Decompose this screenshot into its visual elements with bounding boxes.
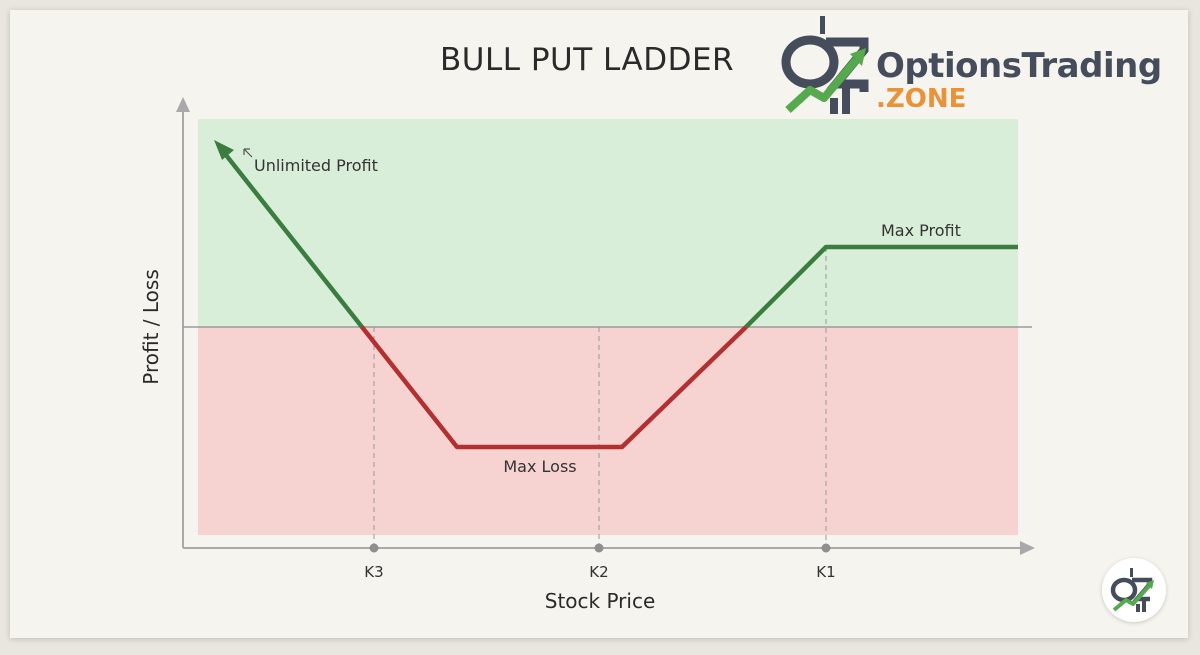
brand-suffix: .ZONE <box>876 84 967 114</box>
annotation-max-profit: Max Profit <box>881 221 961 240</box>
k2-tick-dot <box>594 543 604 553</box>
brand-logo: OptionsTrading .ZONE <box>780 14 1162 118</box>
tick-label-k3: K3 <box>364 563 383 581</box>
k1-tick-dot <box>821 543 831 553</box>
brand-name: OptionsTrading <box>876 46 1162 86</box>
x-axis-label: Stock Price <box>545 589 656 613</box>
page-title: BULL PUT LADDER <box>440 42 735 78</box>
corner-logo <box>1102 558 1166 622</box>
tick-label-k1: K1 <box>816 563 835 581</box>
annotation-max-loss: Max Loss <box>503 457 576 476</box>
payoff-segment-max-profit <box>744 244 1018 329</box>
payoff-segment-loss <box>360 325 748 450</box>
x-axis-arrow-icon <box>1020 541 1035 555</box>
corner-brand-mark-icon <box>1110 568 1154 612</box>
small-arrow-icon <box>243 148 253 158</box>
payoff-segment-unlimited-profit <box>219 147 365 330</box>
tick-label-k2: K2 <box>589 563 608 581</box>
brand-mark-icon <box>781 16 869 114</box>
loss-zone <box>198 327 1018 535</box>
payoff-arrow-icon <box>214 140 234 160</box>
annotation-unlimited-profit: Unlimited Profit <box>254 156 378 175</box>
y-axis-arrow-icon <box>176 97 190 112</box>
y-axis-label: Profit / Loss <box>139 269 163 385</box>
k3-tick-dot <box>369 543 379 553</box>
